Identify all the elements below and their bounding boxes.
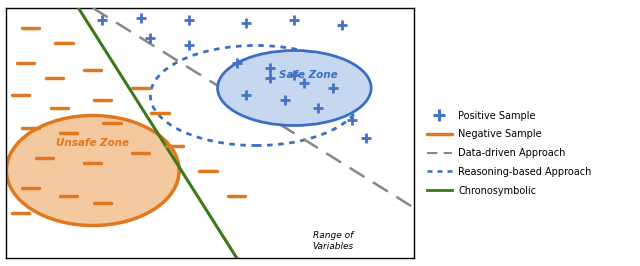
- Text: Unsafe Zone: Unsafe Zone: [56, 138, 129, 148]
- Text: Safe Zone: Safe Zone: [280, 70, 338, 81]
- Ellipse shape: [6, 115, 179, 226]
- Legend: Positive Sample, Negative Sample, Data-driven Approach, Reasoning-based Approach: Positive Sample, Negative Sample, Data-d…: [424, 107, 595, 198]
- Text: Range of
Variables: Range of Variables: [312, 231, 353, 251]
- Ellipse shape: [218, 51, 371, 126]
